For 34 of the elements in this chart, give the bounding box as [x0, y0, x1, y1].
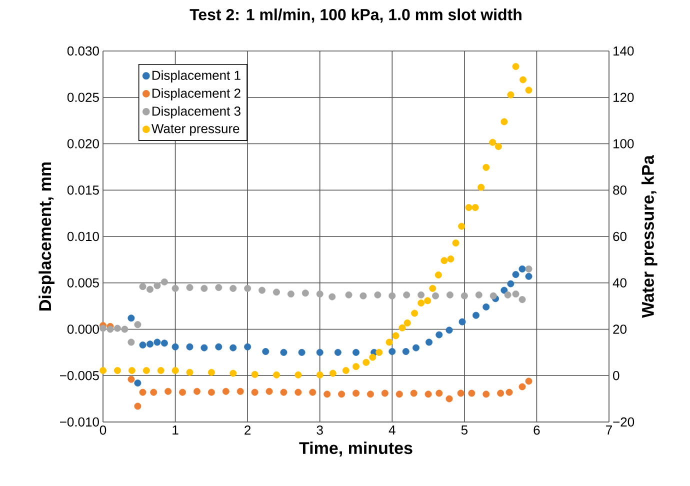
- y2-tick-label: 20: [613, 324, 626, 334]
- y-tick-label: 0.025: [67, 92, 99, 102]
- legend-label: Displacement 2: [152, 88, 240, 100]
- x-tick-label: 6: [534, 426, 540, 435]
- y2-tick-label: 80: [613, 186, 626, 195]
- y-tick-label: 0.030: [67, 46, 99, 56]
- x-tick-label: 5: [461, 426, 468, 435]
- legend-label: Water pressure: [151, 124, 240, 136]
- y-tick-label: 0.000: [67, 324, 99, 334]
- x-tick-label: 7: [606, 426, 612, 434]
- y2-axis-title: Water pressure, kPa: [641, 154, 658, 318]
- x-tick-label: 0: [100, 426, 106, 435]
- legend-label: Displacement 3: [152, 106, 240, 118]
- y2-tick-label: 40: [612, 278, 626, 288]
- x-tick-label: 3: [316, 426, 323, 435]
- y2-tick-label: 100: [614, 139, 634, 148]
- y-tick-label: 0.020: [67, 139, 99, 148]
- x-tick-label: 2: [244, 426, 251, 435]
- x-axis-title: Time, minutes: [299, 442, 412, 457]
- y-tick-label: 0.015: [67, 186, 99, 195]
- y-tick-label: 0.005: [67, 278, 99, 288]
- y-axis-title: Displacement, mm: [38, 162, 54, 310]
- legend-label: Displacement 1: [152, 70, 240, 82]
- x-tick-label: 4: [388, 426, 396, 434]
- y2-tick-label: 140: [614, 46, 634, 56]
- y2-tick-label: −20: [613, 417, 634, 427]
- chart-title: Test 2: 1 ml/min, 100 kPa, 1.0 mm slot width: [190, 8, 522, 23]
- y2-tick-label: 0: [613, 371, 620, 380]
- y2-tick-label: 60: [613, 232, 626, 242]
- x-tick-label: 1: [172, 426, 178, 434]
- y2-tick-label: 120: [614, 92, 634, 102]
- y-tick-label: −0.005: [60, 371, 99, 380]
- y-tick-label: −0.010: [60, 417, 99, 427]
- y-tick-label: 0.010: [67, 232, 99, 242]
